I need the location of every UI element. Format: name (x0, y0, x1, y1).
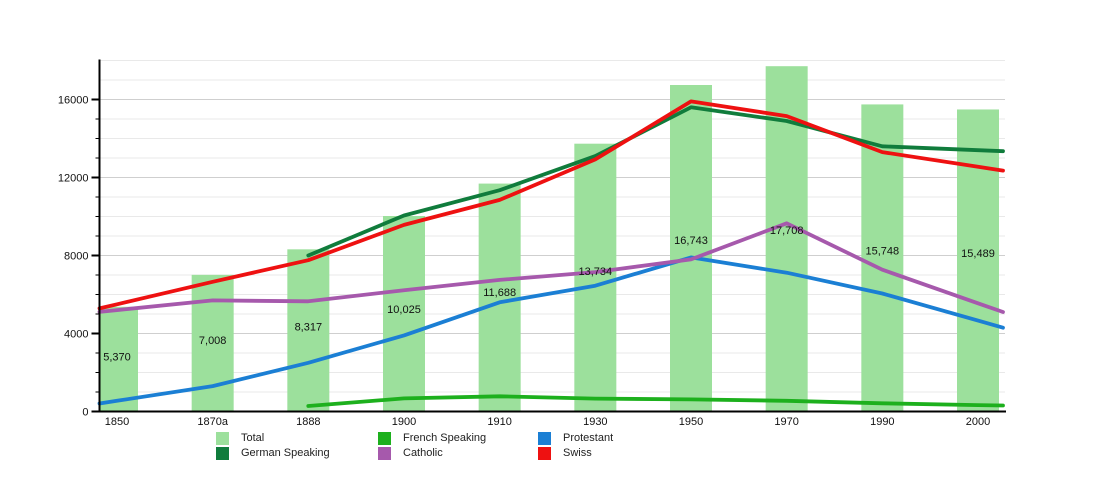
bar-value-label: 10,025 (387, 304, 421, 316)
legend-item-catholic: Catholic (378, 446, 538, 460)
bar-value-label: 17,708 (770, 225, 804, 237)
legend-item-french-speaking: French Speaking (378, 431, 538, 445)
legend-item-total: Total (216, 431, 378, 445)
line-protestant (97, 255, 1005, 406)
legend-label: French Speaking (403, 432, 487, 444)
x-axis-label: 1910 (487, 416, 511, 428)
bar-value-label: 11,688 (483, 287, 516, 299)
chart-legend: Total German Speaking French Speaking Catho… (216, 431, 613, 461)
legend-label: Swiss (563, 447, 592, 459)
x-axis-label: 2000 (966, 416, 990, 428)
bar-value-label: 13,734 (579, 266, 613, 278)
bar-value-label: 16,743 (674, 235, 708, 247)
legend-swatch-icon (216, 431, 229, 445)
legend-swatch-icon (538, 431, 551, 445)
line-german-speaking (306, 105, 1005, 258)
x-axis-label: 1900 (392, 416, 416, 428)
total-bars (100, 66, 999, 412)
legend-swatch-icon (216, 446, 229, 460)
legend-item-swiss: Swiss (538, 446, 613, 460)
x-axis-label: 1950 (679, 416, 703, 428)
y-axis-label: 16000 (58, 95, 89, 107)
line-swiss (97, 99, 1005, 311)
legend-column: Protestant Swiss (538, 431, 613, 461)
bar-1910 (478, 183, 521, 412)
legend-column: French Speaking Catholic (378, 431, 538, 461)
line-catholic (97, 221, 1005, 314)
x-axis-label: 1990 (870, 416, 894, 428)
bar-2000 (957, 109, 999, 412)
bar-1950 (670, 85, 712, 412)
y-axis-label: 12000 (58, 173, 89, 185)
legend-label: Protestant (563, 432, 614, 444)
x-axis-label: 1870a (197, 416, 228, 428)
line-french-speaking (306, 394, 1005, 408)
bar-value-label: 15,489 (961, 248, 995, 260)
legend-swatch-icon (538, 446, 551, 460)
y-axis-label: 8000 (64, 251, 88, 263)
legend-item-german-speaking: German Speaking (216, 446, 378, 460)
legend-label: Catholic (403, 447, 443, 459)
bar-1888 (287, 249, 330, 412)
bar-value-label: 15,748 (866, 245, 900, 257)
x-axis-label: 1930 (583, 416, 607, 428)
bar-1900 (383, 216, 425, 412)
legend-column: Total German Speaking (216, 431, 378, 461)
y-axis-label: 4000 (64, 329, 88, 341)
axes (91, 59, 1006, 413)
legend-item-protestant: Protestant (538, 431, 613, 445)
legend-label: Total (241, 432, 265, 444)
y-axis-label: 0 (82, 407, 88, 419)
x-axis-label: 1850 (105, 416, 129, 428)
legend-label: German Speaking (241, 447, 330, 459)
bar-1930 (574, 143, 617, 412)
bar-value-label: 7,008 (199, 335, 227, 347)
x-axis-label: 1970 (774, 416, 798, 428)
bar-1850 (100, 306, 138, 412)
x-axis-label: 1888 (296, 416, 320, 428)
bar-value-label: 8,317 (295, 321, 323, 333)
legend-swatch-icon (378, 446, 391, 460)
legend-swatch-icon (378, 431, 391, 445)
bar-value-label: 5,370 (103, 352, 131, 364)
